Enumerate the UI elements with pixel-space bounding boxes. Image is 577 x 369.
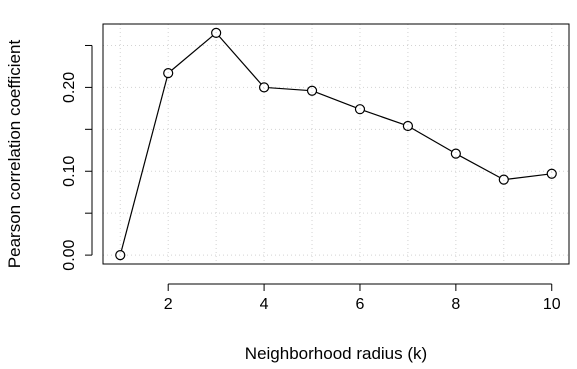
data-point	[258, 82, 270, 93]
series-line-segment	[459, 155, 501, 179]
y-tick-label: 0.10	[61, 156, 78, 187]
series-line-segment	[218, 35, 262, 85]
plot-frame	[102, 23, 570, 265]
series-line-segment	[508, 173, 548, 180]
data-point	[115, 250, 126, 261]
data-point	[211, 27, 222, 38]
series-layer	[115, 27, 557, 261]
x-tick-label: 10	[543, 296, 561, 313]
axes: 2 4 6 8 10 0.00 0.10 0.20	[61, 44, 561, 313]
x-tick-label: 4	[260, 296, 269, 313]
y-tick-label: 0.20	[61, 72, 78, 103]
data-point	[498, 174, 509, 185]
y-axis-label: Pearson correlation coefficient	[5, 40, 24, 269]
x-axis-label: Neighborhood radius (k)	[245, 344, 427, 363]
x-tick-label: 8	[451, 296, 460, 313]
data-point	[163, 68, 174, 79]
series-line-segment	[316, 91, 356, 109]
series-line-segment	[411, 127, 453, 152]
data-point	[306, 85, 318, 96]
grid-lines	[103, 24, 569, 264]
y-tick-label: 0.00	[61, 239, 78, 270]
series-line-segment	[364, 110, 404, 126]
x-tick-label: 2	[164, 296, 173, 313]
data-point	[450, 148, 461, 159]
data-point	[546, 168, 557, 179]
data-point	[402, 120, 414, 132]
series-line-segment	[120, 77, 168, 251]
series-line-segment	[268, 87, 308, 92]
series-line-segment	[171, 35, 214, 71]
data-point	[354, 104, 366, 115]
x-tick-label: 6	[356, 296, 365, 313]
